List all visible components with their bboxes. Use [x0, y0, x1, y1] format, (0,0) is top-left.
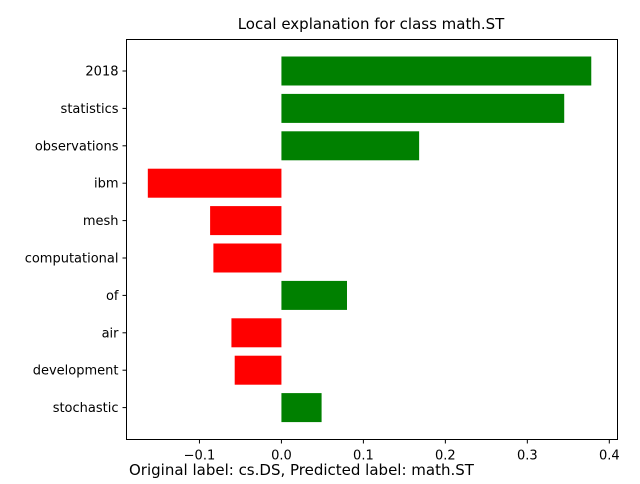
- bar-statistics: [281, 93, 565, 123]
- y-tick-label: ibm: [94, 177, 119, 192]
- chart-title: Local explanation for class math.ST: [238, 15, 505, 33]
- y-tick-label: mesh: [83, 214, 119, 229]
- bar-development: [234, 355, 282, 385]
- bar-stochastic: [281, 393, 322, 423]
- bar-air: [231, 318, 282, 348]
- footer-caption: Original label: cs.DS, Predicted label: …: [129, 461, 475, 479]
- y-tick-label: statistics: [61, 102, 119, 117]
- y-tick-label: development: [33, 364, 119, 379]
- plot-frame: [126, 39, 618, 440]
- x-tick-label: 0.3: [517, 449, 538, 464]
- y-tick-label: 2018: [85, 65, 118, 80]
- bar-of: [281, 280, 347, 310]
- bar-mesh: [210, 206, 282, 236]
- bar-ibm: [147, 168, 282, 198]
- y-tick-label: computational: [25, 252, 119, 267]
- x-tick-label: 0.2: [435, 449, 456, 464]
- bar-2018: [281, 56, 592, 86]
- bar-computational: [213, 243, 282, 273]
- y-axis: 2018 statistics observations ibm mesh computa…: [25, 65, 127, 416]
- y-tick-label: of: [106, 289, 119, 304]
- x-tick-label: −0.1: [184, 449, 216, 464]
- x-axis: −0.1 0.0 0.1 0.2 0.3 0.4: [184, 439, 620, 464]
- bars-group: [147, 56, 592, 423]
- x-tick-label: 0.1: [353, 449, 374, 464]
- y-tick-label: observations: [35, 139, 119, 154]
- x-tick-label: 0.4: [599, 449, 620, 464]
- y-tick-label: air: [102, 326, 120, 341]
- bar-observations: [281, 131, 420, 161]
- y-tick-label: stochastic: [53, 401, 119, 416]
- x-tick-label: 0.0: [271, 449, 292, 464]
